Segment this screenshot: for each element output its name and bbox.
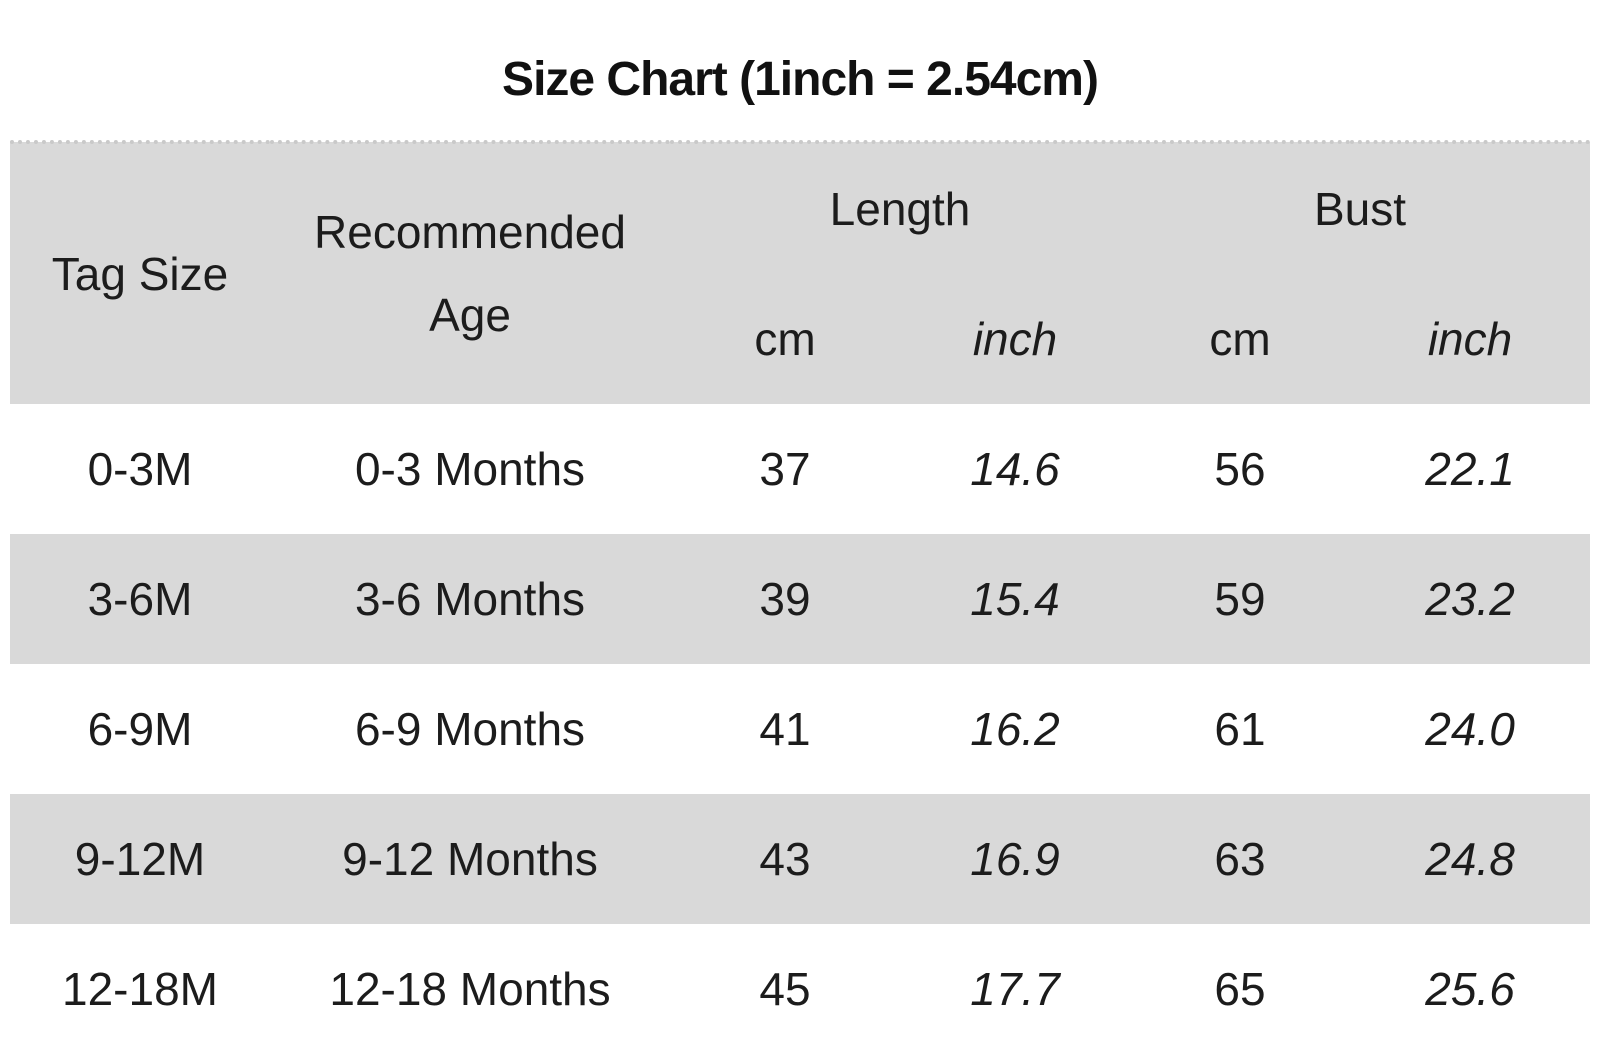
header-group-row: Tag Size Recommended Age Length Bust [10, 142, 1591, 404]
table-row: 0-3M 0-3 Months 37 14.6 56 22.1 [10, 404, 1590, 534]
cell-length-cm: 39 [670, 534, 900, 664]
header-length-cm: cm [670, 274, 900, 404]
cell-recommended-age: 12-18 Months [329, 963, 611, 1015]
header-recommended-age: Recommended Age [270, 142, 670, 404]
header-tag-size: Tag Size [10, 142, 270, 404]
cell-recommended-age: 6-9 Months [354, 703, 586, 755]
title-area: Size Chart (1inch = 2.54cm) [0, 0, 1600, 140]
table-row: 6-9M 6-9 Months 41 16.2 61 24.0 [10, 664, 1590, 794]
cell-bust-inch: 22.1 [1425, 443, 1515, 495]
cell-bust-cm: 56 [1214, 443, 1266, 495]
cell-bust-cm: 65 [1214, 963, 1266, 1015]
cell-recommended-age: 9-12 Months [270, 794, 670, 924]
cell-length-inch: 16.2 [970, 703, 1060, 755]
header-bust-cm: cm [1130, 274, 1351, 404]
cell-tag-size: 0-3M [87, 443, 193, 495]
cell-tag-size: 6-9M [87, 703, 193, 755]
size-chart-table: Tag Size Recommended Age Length Bust cm … [10, 140, 1591, 1054]
cell-length-inch: 14.6 [970, 443, 1060, 495]
table-row: 12-18M 12-18 Months 45 17.7 65 25.6 [10, 924, 1590, 1054]
cell-bust-inch: 24.0 [1425, 703, 1515, 755]
cell-bust-cm: 59 [1130, 534, 1351, 664]
cell-bust-inch: 23.2 [1350, 534, 1591, 664]
header-length-inch: inch [900, 274, 1131, 404]
cell-bust-cm: 61 [1214, 703, 1266, 755]
header-length-group: Length [670, 142, 1131, 274]
table-header: Tag Size Recommended Age Length Bust cm … [10, 142, 1591, 404]
cell-bust-cm: 63 [1130, 794, 1351, 924]
cell-length-inch: 16.9 [900, 794, 1131, 924]
cell-length-inch: 17.7 [970, 963, 1060, 1015]
cell-length-cm: 37 [759, 443, 811, 495]
header-bust-inch: inch [1350, 274, 1591, 404]
table-body: 0-3M 0-3 Months 37 14.6 56 22.1 3-6M 3-6… [10, 404, 1591, 1054]
cell-length-cm: 41 [759, 703, 811, 755]
table-row: 3-6M 3-6 Months 39 15.4 59 23.2 [10, 534, 1591, 664]
cell-tag-size: 9-12M [10, 794, 270, 924]
header-recommended-age-label: Recommended Age [314, 206, 626, 341]
cell-tag-size: 12-18M [62, 963, 218, 1015]
cell-recommended-age: 3-6 Months [270, 534, 670, 664]
cell-tag-size: 3-6M [10, 534, 270, 664]
table-row: 9-12M 9-12 Months 43 16.9 63 24.8 [10, 794, 1591, 924]
cell-bust-inch: 25.6 [1425, 963, 1515, 1015]
cell-length-cm: 43 [670, 794, 900, 924]
header-unit-row: cm inch cm inch [10, 274, 1591, 404]
cell-length-inch: 15.4 [900, 534, 1131, 664]
cell-length-cm: 45 [759, 963, 811, 1015]
cell-bust-inch: 24.8 [1350, 794, 1591, 924]
header-bust-group: Bust [1130, 142, 1591, 274]
page-title: Size Chart (1inch = 2.54cm) [502, 52, 1099, 106]
cell-recommended-age: 0-3 Months [354, 443, 586, 495]
